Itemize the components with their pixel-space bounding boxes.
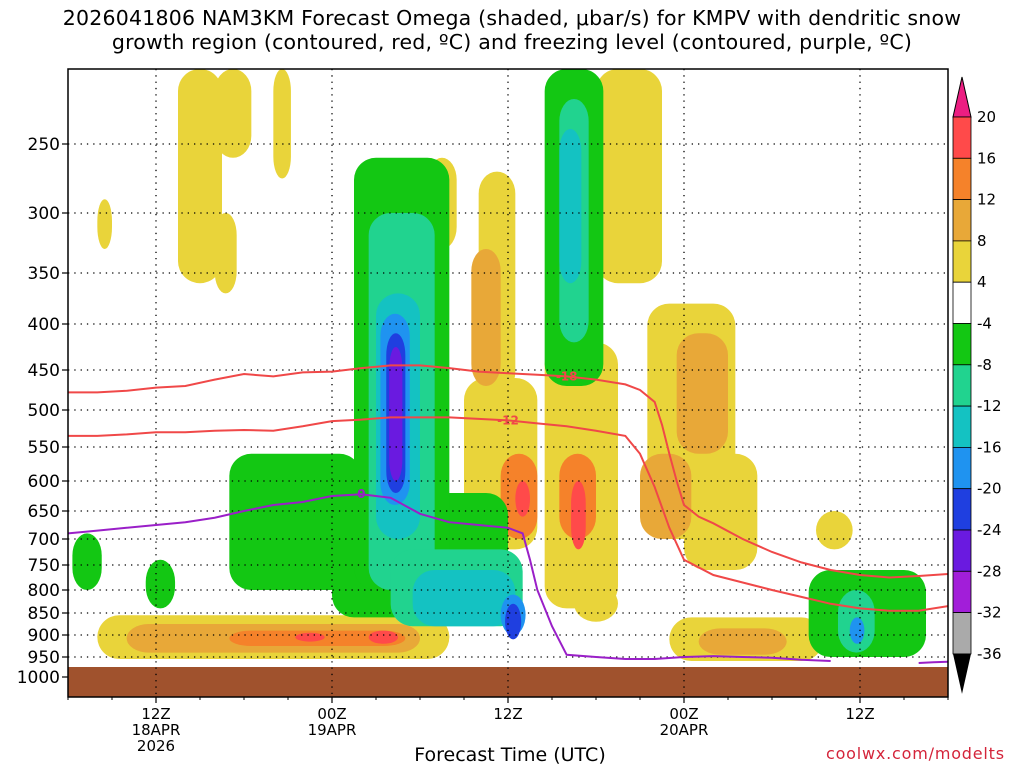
omega-cell-16 [471, 249, 501, 386]
colorbar-label-5: -4 [977, 315, 992, 333]
colorbar-swatch-1 [952, 157, 972, 201]
omega-shading [72, 69, 926, 661]
omega-cell-24 [515, 481, 530, 517]
colorbar-bottom-arrow [953, 653, 971, 694]
colorbar-swatch-9 [952, 488, 972, 531]
colorbar-label-6: -8 [977, 356, 992, 374]
colorbar-label-4: 4 [977, 273, 987, 291]
omega-cell-26 [295, 632, 325, 642]
colorbar-label-9: -20 [977, 480, 1002, 498]
omega-cell-3 [97, 199, 112, 249]
ground-surface [68, 667, 948, 697]
y-tick-label-250: 250 [28, 135, 60, 155]
colorbar: 20 16 12 8 4 -4 -8 -12 -16 -20 -24 -28 -32 -36 [952, 76, 1002, 694]
y-tick-label-950: 950 [28, 648, 60, 668]
y-tick-label-500: 500 [28, 401, 60, 421]
colorbar-label-2: 12 [977, 191, 996, 209]
colorbar-swatch-6 [952, 364, 972, 407]
omega-cell-32 [72, 533, 102, 590]
chart-title: 2026041806 NAM3KM Forecast Omega (shaded… [0, 6, 1024, 54]
x-tick-label-0-2: 2026 [137, 737, 175, 755]
x-tick-label-2-0: 12Z [493, 705, 522, 723]
y-tick-label-650: 650 [28, 502, 60, 522]
y-tick-label-600: 600 [28, 472, 60, 492]
omega-cell-15 [574, 585, 618, 622]
x-tick-label-4-0: 12Z [845, 705, 874, 723]
omega-cell-40 [412, 570, 516, 627]
omega-cell-1 [214, 69, 252, 158]
omega-cell-28 [229, 453, 362, 590]
colorbar-swatch-7 [952, 405, 972, 448]
colorbar-label-0: 20 [977, 108, 996, 126]
minus-18-isotherm [68, 364, 948, 579]
y-tick-label-900: 900 [28, 626, 60, 646]
omega-cell-47 [389, 347, 403, 481]
y-tick-label-700: 700 [28, 530, 60, 550]
omega-cell-9 [596, 69, 662, 284]
x-tick-label-3-1: 20APR [660, 721, 709, 739]
zero-isotherm-right [918, 660, 948, 664]
colorbar-swatch-2 [952, 199, 972, 242]
colorbar-top-arrow [952, 76, 972, 118]
title-line-1: 2026041806 NAM3KM Forecast Omega (shaded… [62, 6, 962, 30]
y-tick-label-800: 800 [28, 581, 60, 601]
colorbar-label-13: -36 [977, 645, 1002, 663]
omega-cell-12 [816, 511, 853, 550]
omega-cell-4 [214, 213, 237, 294]
omega-cell-18 [640, 453, 692, 539]
colorbar-label-3: 8 [977, 232, 987, 250]
x-axis-label: Forecast Time (UTC) [414, 744, 606, 766]
colorbar-label-11: -28 [977, 562, 1002, 580]
colorbar-swatch-3 [952, 240, 972, 283]
temperature-contours: -18 -12 0 [68, 364, 948, 664]
minus-12-isotherm-label: -12 [497, 413, 519, 427]
omega-cell-20 [698, 628, 787, 655]
omega-cell-44 [849, 617, 865, 644]
colorbar-label-1: 16 [977, 149, 996, 167]
omega-cell-0 [178, 69, 222, 284]
omega-cell-27 [368, 630, 398, 644]
x-tick-label-0-1: 18APR [132, 721, 181, 739]
colorbar-swatch-4 [952, 281, 972, 324]
colorbar-swatch-5 [952, 323, 972, 366]
y-tick-label-450: 450 [28, 361, 60, 381]
zero-isotherm-label: 0 [357, 487, 365, 501]
omega-cell-41 [559, 129, 582, 284]
omega-cell-2 [273, 69, 291, 179]
omega-cell-46 [505, 603, 522, 640]
colorbar-swatch-10 [952, 529, 972, 572]
colorbar-swatch-12 [952, 612, 972, 655]
y-tick-label-750: 750 [28, 556, 60, 576]
x-tick-label-1-1: 19APR [308, 721, 357, 739]
colorbar-label-10: -24 [977, 521, 1002, 539]
colorbar-swatch-11 [952, 570, 972, 613]
omega-cell-11 [684, 453, 758, 570]
pressure-gridlines [68, 69, 948, 697]
y-tick-label-300: 300 [28, 204, 60, 224]
omega-cell-17 [676, 333, 728, 454]
minus-12-isotherm [68, 416, 948, 612]
omega-cell-25 [571, 481, 586, 550]
site-credit: coolwx.com/modelts [826, 744, 1005, 763]
minus-18-isotherm-label: -18 [556, 369, 578, 383]
x-tick-label-1-0: 00Z [317, 705, 346, 723]
colorbar-label-7: -12 [977, 397, 1002, 415]
x-tick-label-3-0: 00Z [669, 705, 698, 723]
colorbar-swatch-0 [952, 116, 972, 159]
colorbar-swatch-8 [952, 446, 972, 490]
zero-isotherm [68, 493, 831, 662]
x-tick-label-0-0: 12Z [141, 705, 170, 723]
y-tick-label-850: 850 [28, 604, 60, 624]
y-tick-label-350: 350 [28, 264, 60, 284]
colorbar-label-12: -32 [977, 604, 1002, 622]
omega-cell-33 [145, 559, 176, 609]
y-tick-label-550: 550 [28, 438, 60, 458]
y-tick-label-400: 400 [28, 315, 60, 335]
title-line-2: growth region (contoured, red, ºC) and f… [111, 30, 913, 54]
colorbar-label-8: -16 [977, 438, 1002, 456]
y-axis: 2503003504004505005506006507007508008509… [17, 135, 68, 688]
y-tick-label-1000: 1000 [17, 668, 60, 688]
